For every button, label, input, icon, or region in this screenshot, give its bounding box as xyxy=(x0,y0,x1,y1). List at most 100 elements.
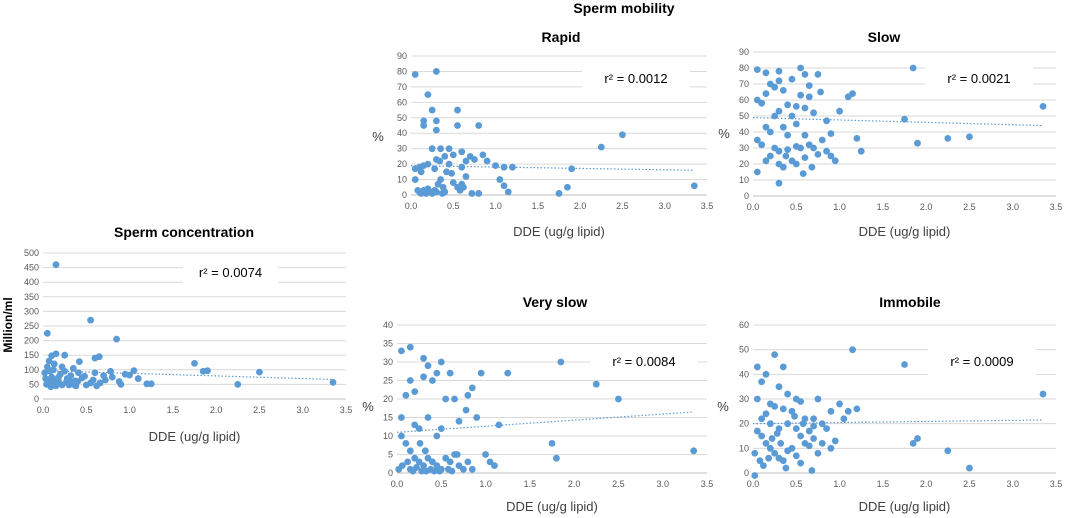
x-tick-label: 2.5 xyxy=(612,479,625,489)
data-point xyxy=(420,122,428,129)
data-point xyxy=(58,381,66,389)
data-point xyxy=(597,143,605,151)
x-tick-label: 2.5 xyxy=(963,202,976,212)
data-point xyxy=(801,104,809,112)
data-point xyxy=(779,363,787,371)
data-point xyxy=(91,369,99,377)
y-tick-label: 40 xyxy=(739,369,749,379)
chart-slow: Slow 0 10 20 30 40 50 60 70 80 90 0.0 0.5 1.0 1.5 2.0 2.… xyxy=(718,29,1062,239)
data-point xyxy=(446,369,454,377)
data-point xyxy=(801,154,809,162)
data-point xyxy=(53,375,61,383)
data-point xyxy=(126,371,133,379)
y-tick-label: 10 xyxy=(397,175,407,185)
data-point xyxy=(818,440,826,447)
data-point xyxy=(468,384,476,392)
data-point xyxy=(451,395,458,403)
data-point xyxy=(782,464,790,472)
data-point xyxy=(797,398,805,405)
data-point xyxy=(849,90,856,97)
y-tick-label: 40 xyxy=(383,320,393,330)
data-point xyxy=(432,188,440,196)
data-point xyxy=(437,145,444,153)
trendline xyxy=(42,370,334,381)
data-point xyxy=(411,176,419,183)
data-point xyxy=(415,425,423,432)
data-point xyxy=(96,379,104,387)
y-tick-label: 90 xyxy=(397,51,407,61)
data-point xyxy=(442,395,450,403)
y-axis-label: % xyxy=(717,399,729,414)
data-point xyxy=(966,133,973,141)
data-point xyxy=(464,391,472,399)
data-point xyxy=(47,383,55,391)
data-point xyxy=(775,67,783,75)
y-tick-label: 100 xyxy=(24,365,39,375)
y-tick-label: 30 xyxy=(383,357,393,367)
x-tick-label: 3.5 xyxy=(1050,479,1063,489)
data-point xyxy=(43,363,51,371)
data-point xyxy=(108,373,116,381)
y-tick-label: 35 xyxy=(383,339,393,349)
data-point xyxy=(471,156,478,163)
data-point xyxy=(234,381,242,388)
data-point xyxy=(564,183,571,191)
data-point xyxy=(823,425,830,432)
y-tick-label: 20 xyxy=(383,394,393,404)
y-tick-label: 400 xyxy=(24,277,39,287)
data-point xyxy=(771,403,779,410)
data-point xyxy=(430,467,438,475)
data-point xyxy=(779,123,787,131)
data-point xyxy=(500,163,508,171)
data-point xyxy=(771,83,779,91)
y-tick-label: 30 xyxy=(739,143,749,153)
data-point xyxy=(406,377,414,384)
data-point xyxy=(413,464,420,471)
data-point xyxy=(65,381,73,389)
y-tick-label: 200 xyxy=(24,336,39,346)
data-point xyxy=(909,64,917,72)
y-tick-label: 50 xyxy=(397,113,407,123)
data-point xyxy=(944,447,952,455)
data-point xyxy=(91,354,99,362)
data-point xyxy=(411,71,419,78)
data-point xyxy=(768,435,776,442)
data-point xyxy=(759,462,767,469)
data-point xyxy=(1039,390,1047,398)
data-point xyxy=(428,106,436,114)
data-point xyxy=(779,163,787,171)
data-point xyxy=(751,449,759,457)
data-point xyxy=(479,151,487,159)
data-point xyxy=(329,378,337,386)
y-tick-label: 0 xyxy=(388,468,393,478)
x-tick-label: 1.5 xyxy=(524,479,537,489)
y-tick-label: 50 xyxy=(739,345,749,355)
trendline xyxy=(752,419,1044,425)
y-tick-label: 30 xyxy=(739,394,749,404)
data-point xyxy=(797,459,805,467)
data-point xyxy=(784,390,792,398)
x-tick-label: 0.5 xyxy=(435,479,448,489)
data-point xyxy=(87,316,95,324)
data-point xyxy=(436,467,443,475)
data-point xyxy=(814,449,822,457)
data-point xyxy=(805,82,813,89)
y-tick-label: 60 xyxy=(739,95,749,105)
data-point xyxy=(775,179,783,187)
data-point xyxy=(753,168,761,176)
data-point xyxy=(853,135,861,142)
data-point xyxy=(455,417,463,425)
data-point xyxy=(690,182,698,190)
data-point xyxy=(458,163,466,171)
data-point xyxy=(52,350,60,358)
y-tick-label: 60 xyxy=(397,97,407,107)
x-axis-label: DDE (ug/g lipid) xyxy=(513,224,605,239)
data-point xyxy=(464,458,472,466)
y-tick-label: 80 xyxy=(739,63,749,73)
data-point xyxy=(555,190,563,197)
data-point xyxy=(462,157,470,165)
data-point xyxy=(836,400,843,408)
data-point xyxy=(420,354,427,362)
x-tick-label: 3.0 xyxy=(1006,479,1019,489)
x-tick-label: 2.5 xyxy=(253,405,266,415)
